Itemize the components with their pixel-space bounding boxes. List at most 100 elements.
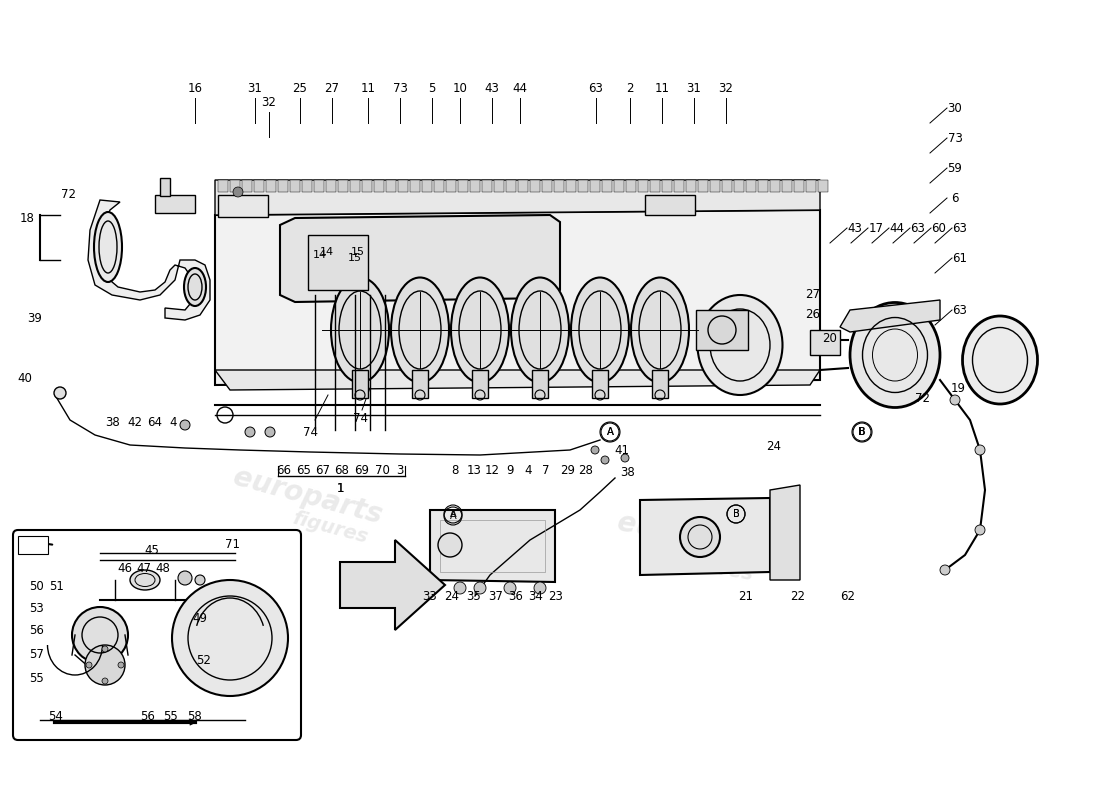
Circle shape <box>118 662 124 668</box>
Bar <box>578 180 588 192</box>
Bar <box>566 180 576 192</box>
Text: 18: 18 <box>20 211 34 225</box>
Bar <box>734 180 744 192</box>
Bar <box>350 180 360 192</box>
Circle shape <box>172 580 288 696</box>
Text: 13: 13 <box>466 463 482 477</box>
Text: 41: 41 <box>615 443 629 457</box>
Bar <box>230 180 240 192</box>
Text: 73: 73 <box>947 131 962 145</box>
Bar <box>494 180 504 192</box>
Bar <box>554 180 564 192</box>
Ellipse shape <box>850 302 940 407</box>
Text: A: A <box>607 427 614 437</box>
Text: 72: 72 <box>914 391 929 405</box>
Bar <box>482 180 492 192</box>
Bar <box>746 180 756 192</box>
Text: B: B <box>859 427 866 437</box>
Text: 27: 27 <box>324 82 340 94</box>
Bar <box>592 370 608 398</box>
Text: A: A <box>450 509 456 519</box>
Text: 31: 31 <box>686 82 702 94</box>
Text: 52: 52 <box>197 654 211 666</box>
Text: 29: 29 <box>561 463 575 477</box>
Text: 43: 43 <box>848 222 862 234</box>
Text: 15: 15 <box>348 253 362 263</box>
Bar <box>602 180 612 192</box>
Text: 17: 17 <box>869 222 883 234</box>
Text: 56: 56 <box>141 710 155 722</box>
Text: 15: 15 <box>351 247 365 257</box>
Circle shape <box>438 533 462 557</box>
Text: B: B <box>858 427 866 437</box>
Bar <box>758 180 768 192</box>
Text: 68: 68 <box>334 463 350 477</box>
Circle shape <box>474 582 486 594</box>
Circle shape <box>180 420 190 430</box>
Text: 8: 8 <box>451 463 459 477</box>
Circle shape <box>534 582 546 594</box>
Text: 3: 3 <box>396 463 404 477</box>
Text: 19: 19 <box>950 382 966 394</box>
FancyBboxPatch shape <box>13 530 301 740</box>
Text: 65: 65 <box>297 463 311 477</box>
Circle shape <box>621 454 629 462</box>
Bar <box>652 370 668 398</box>
Bar <box>472 370 488 398</box>
Text: 12: 12 <box>484 463 499 477</box>
Bar <box>518 180 528 192</box>
Text: figures: figures <box>290 309 370 347</box>
Text: 7: 7 <box>542 463 550 477</box>
Text: 22: 22 <box>791 590 805 602</box>
Bar <box>278 180 288 192</box>
Text: 74: 74 <box>352 411 367 425</box>
Polygon shape <box>840 300 940 332</box>
Circle shape <box>72 607 128 663</box>
Text: 60: 60 <box>932 222 946 234</box>
Bar <box>696 310 748 350</box>
Text: 20: 20 <box>823 331 837 345</box>
Bar <box>290 180 300 192</box>
Text: 10: 10 <box>452 82 468 94</box>
Text: 28: 28 <box>579 463 593 477</box>
Circle shape <box>454 582 466 594</box>
Bar <box>440 520 544 572</box>
Text: figures: figures <box>290 509 370 547</box>
Text: 55: 55 <box>163 710 177 722</box>
Text: 4: 4 <box>169 417 177 430</box>
Text: 24: 24 <box>767 439 781 453</box>
Text: 31: 31 <box>248 82 263 94</box>
Text: 43: 43 <box>485 82 499 94</box>
Bar <box>308 235 369 290</box>
Bar <box>302 180 312 192</box>
Ellipse shape <box>390 278 449 382</box>
Circle shape <box>504 582 516 594</box>
Circle shape <box>601 456 609 464</box>
Polygon shape <box>280 215 560 302</box>
Text: 30: 30 <box>947 102 962 114</box>
Polygon shape <box>430 510 556 582</box>
Bar <box>614 180 624 192</box>
Text: 34: 34 <box>529 590 543 602</box>
Bar <box>338 180 348 192</box>
Bar <box>794 180 804 192</box>
Text: 54: 54 <box>48 710 64 722</box>
Bar <box>410 180 420 192</box>
Text: 55: 55 <box>30 671 44 685</box>
Text: B: B <box>733 509 739 519</box>
Ellipse shape <box>962 316 1037 404</box>
Text: 62: 62 <box>840 590 856 602</box>
Ellipse shape <box>512 278 569 382</box>
Text: 61: 61 <box>953 251 968 265</box>
Text: 1: 1 <box>337 482 343 494</box>
Text: 14: 14 <box>312 250 327 260</box>
Text: 11: 11 <box>361 82 375 94</box>
Ellipse shape <box>130 570 159 590</box>
Text: 40: 40 <box>18 371 32 385</box>
Text: 69: 69 <box>354 463 370 477</box>
Text: A: A <box>606 427 614 437</box>
Text: 45: 45 <box>144 543 159 557</box>
Bar <box>386 180 396 192</box>
Circle shape <box>86 662 92 668</box>
Polygon shape <box>214 370 820 390</box>
